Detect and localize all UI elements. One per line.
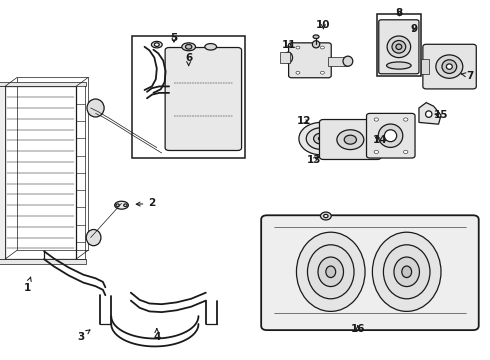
Ellipse shape xyxy=(384,245,430,299)
Text: 13: 13 xyxy=(306,155,321,165)
Ellipse shape xyxy=(404,150,408,153)
Text: 3: 3 xyxy=(77,330,90,342)
Ellipse shape xyxy=(87,99,104,117)
Bar xyxy=(0,86,5,259)
Ellipse shape xyxy=(306,128,336,149)
Ellipse shape xyxy=(320,212,331,220)
Ellipse shape xyxy=(343,56,353,66)
Ellipse shape xyxy=(320,71,324,74)
Ellipse shape xyxy=(344,135,356,144)
Ellipse shape xyxy=(374,118,379,121)
FancyBboxPatch shape xyxy=(261,215,479,330)
Text: 4: 4 xyxy=(153,329,161,342)
Ellipse shape xyxy=(296,46,300,49)
Text: 16: 16 xyxy=(350,324,365,334)
Ellipse shape xyxy=(308,245,354,299)
Text: 8: 8 xyxy=(396,8,403,18)
Ellipse shape xyxy=(154,43,159,46)
Ellipse shape xyxy=(318,137,323,140)
Ellipse shape xyxy=(385,130,397,141)
Ellipse shape xyxy=(123,204,127,206)
Ellipse shape xyxy=(442,60,457,73)
Ellipse shape xyxy=(296,71,300,74)
Bar xyxy=(328,57,348,66)
Ellipse shape xyxy=(404,118,408,121)
Ellipse shape xyxy=(396,44,402,49)
Ellipse shape xyxy=(313,35,319,39)
Text: 9: 9 xyxy=(411,24,417,34)
Ellipse shape xyxy=(318,257,343,287)
Bar xyxy=(421,59,429,74)
Text: 11: 11 xyxy=(282,40,296,50)
Text: 5: 5 xyxy=(171,33,177,43)
Ellipse shape xyxy=(392,40,406,53)
FancyBboxPatch shape xyxy=(379,20,419,74)
Ellipse shape xyxy=(296,232,365,311)
FancyBboxPatch shape xyxy=(289,43,331,78)
FancyBboxPatch shape xyxy=(423,44,476,89)
FancyBboxPatch shape xyxy=(319,120,381,159)
Ellipse shape xyxy=(313,41,320,48)
Ellipse shape xyxy=(185,45,192,49)
Polygon shape xyxy=(419,103,441,124)
FancyBboxPatch shape xyxy=(367,113,415,158)
Ellipse shape xyxy=(372,232,441,311)
Bar xyxy=(0,82,86,86)
Ellipse shape xyxy=(436,55,463,78)
Text: 15: 15 xyxy=(434,110,448,120)
Text: 2: 2 xyxy=(136,198,155,208)
Ellipse shape xyxy=(378,124,403,148)
Text: 6: 6 xyxy=(185,53,192,66)
Ellipse shape xyxy=(387,62,411,69)
Ellipse shape xyxy=(337,130,364,150)
Bar xyxy=(280,52,290,63)
Ellipse shape xyxy=(284,52,293,63)
Ellipse shape xyxy=(425,111,432,117)
Text: 10: 10 xyxy=(316,20,331,30)
Ellipse shape xyxy=(116,204,120,206)
Ellipse shape xyxy=(402,266,412,278)
Bar xyxy=(132,36,245,158)
Bar xyxy=(5,86,76,259)
Bar xyxy=(377,14,421,76)
Ellipse shape xyxy=(115,201,128,209)
Text: 7: 7 xyxy=(461,71,474,81)
Ellipse shape xyxy=(314,133,328,144)
Text: 12: 12 xyxy=(296,116,311,126)
Ellipse shape xyxy=(446,64,452,69)
Ellipse shape xyxy=(182,43,196,51)
Ellipse shape xyxy=(374,150,379,153)
Ellipse shape xyxy=(394,257,419,287)
Text: 1: 1 xyxy=(24,277,31,293)
Ellipse shape xyxy=(299,122,343,155)
Bar xyxy=(0,259,86,264)
Text: 14: 14 xyxy=(372,135,387,145)
Ellipse shape xyxy=(387,36,411,58)
Ellipse shape xyxy=(205,44,217,50)
Ellipse shape xyxy=(320,46,324,49)
Bar xyxy=(17,77,88,250)
FancyBboxPatch shape xyxy=(165,48,242,150)
Ellipse shape xyxy=(326,266,336,278)
Ellipse shape xyxy=(324,214,328,217)
Ellipse shape xyxy=(86,230,101,246)
Ellipse shape xyxy=(151,41,162,48)
